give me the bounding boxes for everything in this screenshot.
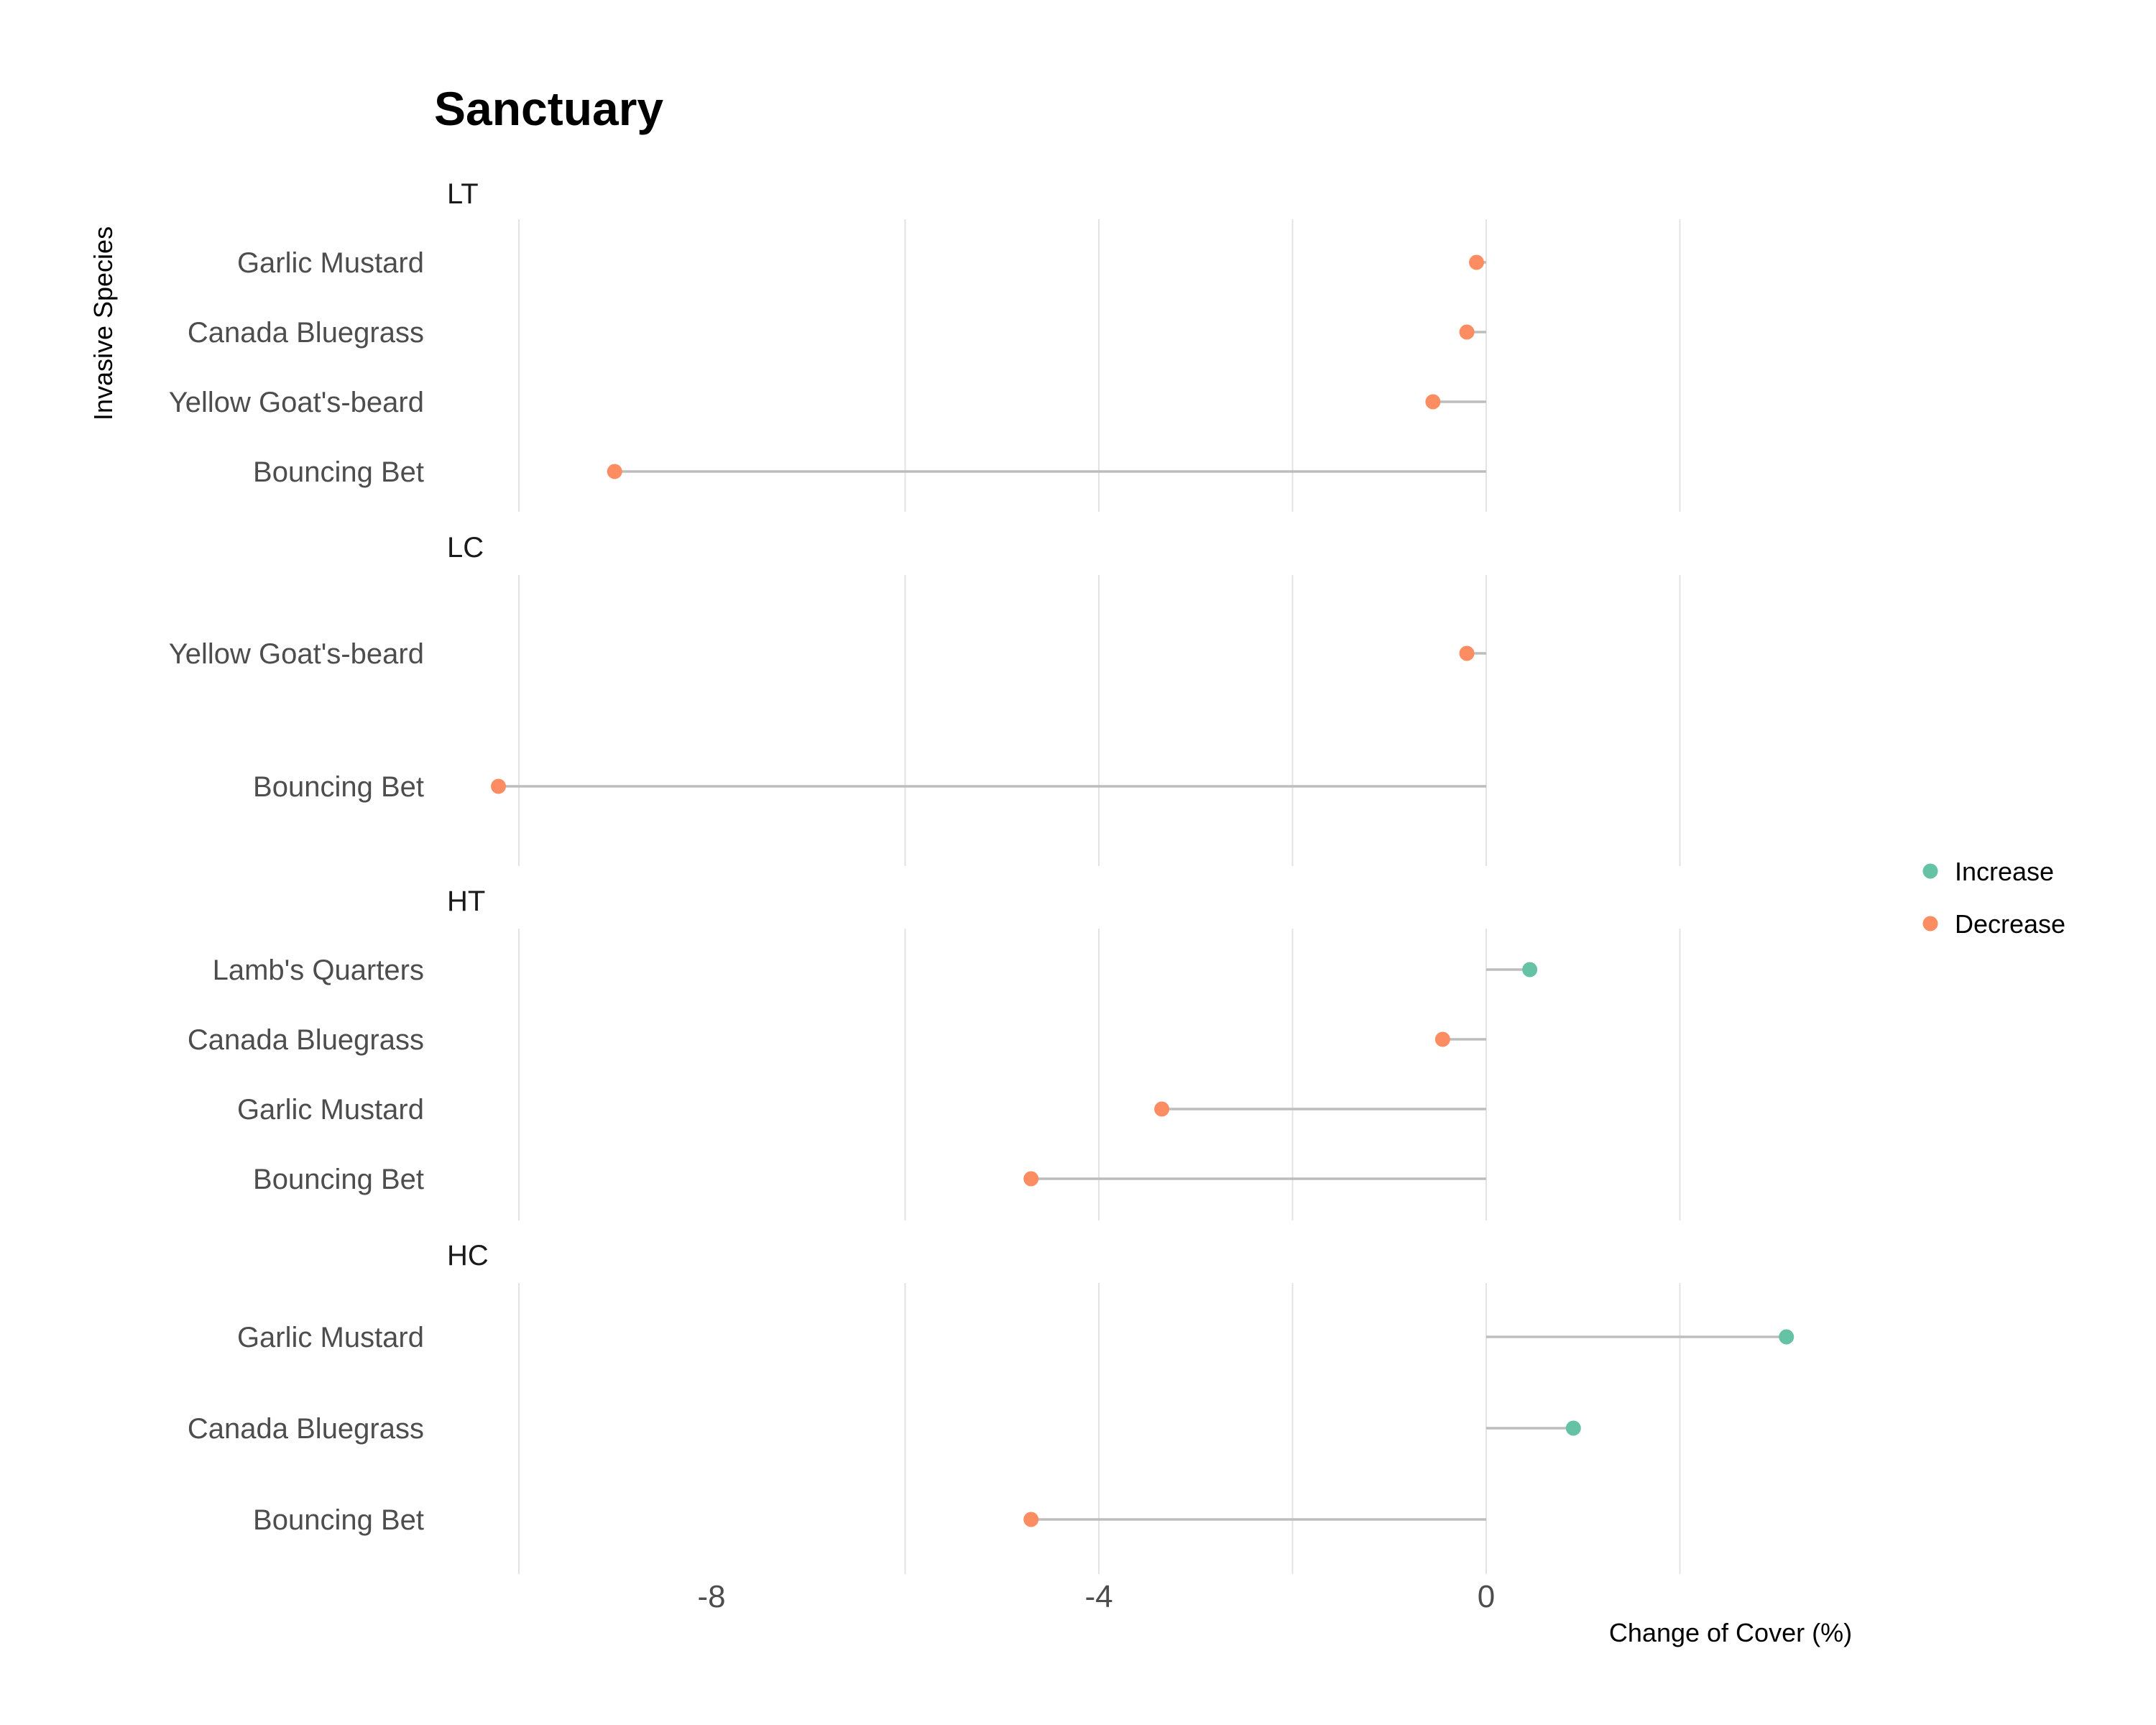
panel-label: HC: [447, 1240, 489, 1271]
category-label: Bouncing Bet: [253, 456, 424, 488]
category-label: Yellow Goat's-beard: [169, 387, 424, 418]
category-label: Canada Bluegrass: [188, 1413, 424, 1445]
x-axis-ticks: -8 -4 0: [697, 1579, 1495, 1614]
category-label: Canada Bluegrass: [188, 1024, 424, 1056]
x-tick-label: 0: [1478, 1579, 1495, 1614]
legend: Increase Decrease: [1922, 857, 2065, 939]
category-label: Yellow Goat's-beard: [169, 638, 424, 670]
category-label: Garlic Mustard: [237, 1322, 424, 1353]
category-label: Garlic Mustard: [237, 247, 424, 279]
lollipop-point: [1425, 394, 1441, 410]
category-label: Garlic Mustard: [237, 1094, 424, 1126]
lollipop-point: [1459, 645, 1475, 661]
category-label: Bouncing Bet: [253, 1504, 424, 1536]
panel-label: LT: [447, 178, 479, 210]
legend-swatch-decrease: [1922, 916, 1938, 932]
lollipop-point: [1023, 1512, 1039, 1527]
panels-group: LT Garlic Mustard Canada Bluegrass Yellow G…: [169, 178, 1795, 1574]
x-axis-title: Change of Cover (%): [1609, 1618, 1852, 1647]
y-axis-title: Invasive Species: [88, 226, 118, 420]
category-label: Canada Bluegrass: [188, 317, 424, 349]
x-tick-label: -8: [697, 1579, 725, 1614]
lollipop-point: [1434, 1031, 1450, 1047]
legend-label: Increase: [1955, 857, 2054, 886]
lollipop-point: [1779, 1329, 1795, 1345]
x-tick-label: -4: [1084, 1579, 1112, 1614]
lollipop-point: [1522, 962, 1538, 978]
category-label: Bouncing Bet: [253, 1164, 424, 1195]
category-label: Lamb's Quarters: [213, 954, 424, 986]
panel-lc: LC Yellow Goat's-beard Bouncing Bet: [169, 532, 1681, 866]
lollipop-point: [1565, 1420, 1581, 1436]
panel-label: HT: [447, 886, 485, 917]
category-label: Bouncing Bet: [253, 771, 424, 803]
lollipop-point: [607, 464, 622, 479]
lollipop-point: [1023, 1171, 1039, 1187]
lollipop-point: [1459, 324, 1475, 340]
lollipop-point: [1469, 254, 1485, 270]
lollipop-point: [1154, 1101, 1170, 1117]
panel-lt: LT Garlic Mustard Canada Bluegrass Yellow G…: [169, 178, 1681, 512]
panel-label: LC: [447, 532, 484, 564]
chart-title: Sanctuary: [434, 82, 663, 135]
lollipop-point: [491, 778, 507, 794]
legend-swatch-increase: [1922, 863, 1938, 879]
panel-hc: HC Garlic Mustard Canada Bluegrass Bouncing…: [188, 1240, 1795, 1574]
legend-label: Decrease: [1955, 909, 2065, 939]
panel-ht: HT Lamb's Quarters Canada Bluegrass Garlic …: [188, 886, 1681, 1220]
